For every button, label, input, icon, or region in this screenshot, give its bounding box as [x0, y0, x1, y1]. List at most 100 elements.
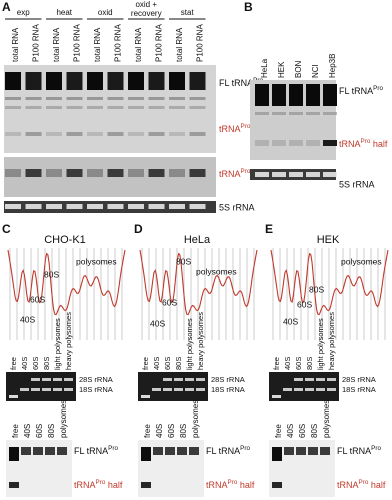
lane-label: light polysomes: [185, 318, 194, 370]
gel-band: [87, 132, 103, 136]
gel-band: [294, 378, 303, 381]
gel-band: [283, 388, 292, 391]
label-main: tRNA: [206, 480, 228, 490]
rrna-label: 18S rRNA: [79, 385, 113, 394]
gel-band: [25, 132, 42, 136]
label-sup: Pro: [241, 168, 251, 175]
label-main: tRNA: [74, 480, 96, 490]
lane-label: P100 RNA: [196, 24, 205, 62]
group-label: oxid: [98, 8, 113, 17]
profile-title: HEK: [317, 234, 340, 246]
gel-band: [53, 378, 62, 381]
label-main: FL tRNA: [74, 446, 108, 456]
gel-band: [296, 447, 306, 455]
gel-band: [128, 72, 144, 90]
gel-band: [306, 84, 320, 106]
gel-band: [46, 106, 62, 109]
gel-band: [174, 378, 183, 381]
gel-band: [5, 204, 21, 209]
gel-band: [25, 72, 42, 90]
panel-letter: E: [265, 222, 273, 236]
gel-band: [128, 97, 144, 100]
rrna-label: 28S rRNA: [79, 375, 113, 384]
gel-band: [57, 447, 67, 455]
gel-band: [185, 378, 194, 381]
gel-band: [5, 72, 21, 90]
profile-title: HeLa: [184, 234, 211, 246]
lane-label: free: [272, 357, 281, 370]
lane-label: light polysomes: [316, 318, 325, 370]
panel-letter: B: [244, 0, 253, 14]
lane-label: 40S: [286, 424, 295, 438]
gel-band: [320, 447, 330, 455]
group-label: stat: [181, 8, 195, 17]
gel-band: [294, 388, 303, 391]
gel-band: [289, 112, 303, 115]
gel-band: [21, 447, 31, 455]
gel-band: [5, 106, 21, 109]
gel-band: [306, 140, 320, 146]
peak-label: 40S: [283, 316, 298, 326]
gel-band: [306, 172, 320, 177]
gel-band: [327, 388, 336, 391]
gel-band: [45, 447, 55, 455]
peak-label: 40S: [150, 318, 165, 328]
lane-label: 60S: [31, 357, 40, 370]
gel-band: [5, 169, 21, 177]
gel-band: [87, 204, 103, 209]
band-label: FL tRNAPro: [339, 85, 383, 97]
gel-band: [33, 447, 43, 455]
gel-band: [107, 106, 124, 109]
gel-band: [189, 204, 206, 209]
band-label: tRNAPro half: [74, 479, 123, 491]
label-main: FL tRNA: [337, 446, 371, 456]
gel-band: [255, 84, 269, 106]
lane-label: HeLa: [260, 58, 269, 78]
label-main: FL tRNA: [219, 78, 253, 88]
gel-band: [289, 84, 303, 106]
label-rest: half: [370, 139, 388, 149]
lane-label: P100 RNA: [73, 24, 82, 62]
lane-label: HEK: [277, 61, 286, 78]
gel-band: [272, 84, 286, 106]
gel-band: [87, 72, 103, 90]
gel-band: [128, 169, 144, 177]
gel-band: [46, 72, 62, 90]
gel-band: [66, 204, 83, 209]
gel-band: [148, 204, 165, 209]
profile-curve: [270, 249, 389, 316]
lane-label: heavy polysomes: [64, 312, 73, 370]
label-main: tRNA: [219, 124, 241, 134]
gel-band: [289, 140, 303, 146]
gel-band: [316, 388, 325, 391]
gel-band: [189, 447, 199, 455]
gel-band: [272, 395, 281, 398]
group-label: recovery: [131, 9, 162, 18]
label-main: FL tRNA: [339, 86, 373, 96]
gel-band: [107, 132, 124, 136]
gel-band: [289, 172, 303, 177]
gel-band: [169, 132, 185, 136]
label-main: FL tRNA: [206, 446, 240, 456]
lane-label: 40S: [20, 357, 29, 370]
panel-letter: A: [2, 0, 11, 14]
lane-label: NCI: [311, 64, 320, 78]
band-label: 5S rRNA: [219, 202, 255, 212]
gel-band: [189, 169, 206, 177]
gel-band: [316, 378, 325, 381]
label-sup: Pro: [240, 445, 250, 452]
gel-band: [25, 97, 42, 100]
lane-label: 60S: [163, 357, 172, 370]
profile-title: CHO-K1: [44, 234, 86, 246]
gel-band: [46, 97, 62, 100]
lane-label: 80S: [47, 424, 56, 438]
lane-label: free: [9, 357, 18, 370]
gel-band: [185, 388, 194, 391]
gel-band: [272, 140, 286, 146]
gel-band: [174, 388, 183, 391]
gel-band: [148, 132, 165, 136]
gel-band: [66, 132, 83, 136]
lane-label: free: [143, 424, 152, 438]
lane-label: 40S: [283, 357, 292, 370]
gel-band: [128, 106, 144, 109]
